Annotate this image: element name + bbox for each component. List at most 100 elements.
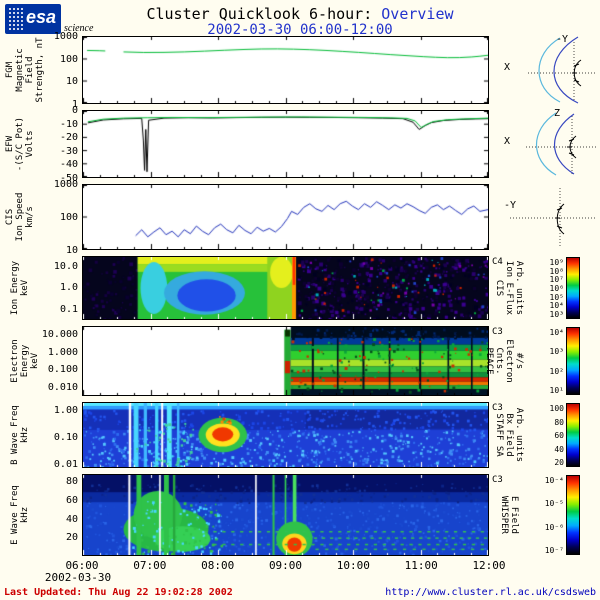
y-tick-label: 0 <box>71 105 78 116</box>
page-title: Cluster Quicklook 6-hour: Overview <box>0 5 600 23</box>
magnetopause-curve <box>553 36 579 104</box>
magnetopause-curve <box>553 113 575 175</box>
orbit-curves-3 <box>510 188 597 246</box>
colorbar-tick-label: 40 <box>554 444 564 454</box>
y-tick-label: 10 <box>65 245 78 256</box>
canvas-electron_energy <box>83 327 488 395</box>
panel-b_wave <box>82 402 489 468</box>
colorbar-tick-label: 10⁴ <box>549 301 564 311</box>
page-subtitle: 2002-03-30 06:00-12:00 <box>207 22 393 38</box>
y-tick-label: -50 <box>59 173 78 184</box>
right-label-ion_energy: Arb. units Ion E-Flux CIS <box>494 260 524 316</box>
spacecraft-label-electron_energy: C3 <box>492 327 503 337</box>
y-tick-label: 10.0 <box>53 261 78 273</box>
panel-electron_energy <box>82 326 489 396</box>
colorbar-tick-label: 10³ <box>549 310 564 319</box>
y-tick-label: -30 <box>59 145 78 157</box>
y-tick-label: 1.0 <box>59 282 78 294</box>
spacecraft-label-b_wave: C3 <box>492 403 503 413</box>
ylabel-cis_speed: CIS Ion Speed km/s <box>5 192 35 242</box>
last-updated-text: Last Updated: Thu Aug 22 19:02:28 2002 <box>4 587 233 598</box>
x-tick-label: 11:00 <box>404 559 438 572</box>
esa-logo-text: esa <box>25 7 56 27</box>
y-tick-label: 10 <box>65 76 78 88</box>
y-tick-label: 80 <box>65 476 78 488</box>
ylabel-ion_energy: Ion Energy keV <box>10 260 30 316</box>
spacecraft-orbit-arc <box>556 203 565 235</box>
orbit3-left-axis-label: -Y <box>504 200 517 211</box>
colorbar-tick-label: 80 <box>554 417 564 427</box>
colorbar-tick-label: 60 <box>554 431 564 440</box>
bow-shock-curve <box>535 112 557 176</box>
x-tick-label: 09:00 <box>268 559 303 572</box>
y-tick-label: 0.010 <box>47 381 78 393</box>
right-label-b_wave: Arb. units Bx Field STAFF SA <box>494 407 524 463</box>
orbit-plot-x-vs-z: Z X <box>502 108 598 178</box>
orbit-curves-2 <box>526 112 597 176</box>
colorbar-e_wave <box>566 475 580 555</box>
y-tick-label: 1.000 <box>47 346 78 358</box>
right-label-electron_energy: #/s Electron Cnts. PEACE <box>484 339 524 383</box>
y-tick-label: 100 <box>59 53 78 65</box>
orbit2-left-axis-label: X <box>504 136 511 147</box>
y-tick-label: 100 <box>59 212 78 223</box>
orbit-plot-x-vs-minus-y: -Y X <box>502 34 598 104</box>
y-tick-label: 0.1 <box>59 304 78 316</box>
colorbar-tick-label: 100 <box>549 404 564 413</box>
colorbar-b_wave <box>566 403 580 467</box>
title-highlight: Overview <box>381 5 454 23</box>
colorbar-tick-label: 10⁻⁵ <box>544 499 564 509</box>
colorbar-electron_energy <box>566 327 580 395</box>
y-tick-label: 1.00 <box>53 404 78 416</box>
x-tick-label: 08:00 <box>201 559 235 572</box>
colorbar-tick-label: 10⁻⁴ <box>544 476 564 485</box>
ylabel-efw: EFW -(S/C Pot) Volts <box>5 116 35 172</box>
csdsweb-link[interactable]: http://www.cluster.rl.ac.uk/csdsweb <box>385 587 596 598</box>
orbit-tick <box>556 207 563 211</box>
y-tick-label: 0.10 <box>53 431 78 443</box>
y-tick-label: 0.01 <box>53 459 78 471</box>
orbit-tick <box>556 225 563 229</box>
ylabel-fgm: FGM Magnetic Field Strength, nT <box>5 37 45 103</box>
x-tick-label: 10:00 <box>336 559 370 572</box>
right-label-e_wave: E Field WHISPER <box>499 496 519 534</box>
x-axis-date: 2002-03-30 <box>44 571 112 584</box>
y-tick-label: 40 <box>65 514 78 526</box>
y-tick-label: -10 <box>59 118 78 130</box>
orbit-tick <box>568 152 575 156</box>
esa-logo-dots <box>8 7 24 31</box>
colorbar-tick-label: 10⁻⁶ <box>544 522 564 532</box>
ylabel-b_wave: B Wave Freq kHz <box>10 405 30 465</box>
y-tick-label: 1000 <box>53 179 78 190</box>
colorbar-tick-label: 10⁷ <box>549 275 564 285</box>
panel-cis_speed <box>82 184 489 250</box>
orbit1-left-axis-label: X <box>504 62 511 73</box>
colorbar-tick-label: 10¹ <box>549 386 564 395</box>
colorbar-tick-label: 10⁴ <box>549 328 564 337</box>
panel-fgm <box>82 36 489 104</box>
spacecraft-label-ion_energy: C4 <box>492 257 503 267</box>
y-tick-label: 60 <box>65 495 78 507</box>
colorbar-tick-label: 10⁵ <box>549 292 564 302</box>
panel-e_wave <box>82 474 489 556</box>
y-tick-label: 1 <box>71 99 78 110</box>
ylabel-electron_energy: Electron Energy keV <box>10 339 40 383</box>
colorbar-ion_energy <box>566 257 580 319</box>
colorbar-tick-label: 10⁶ <box>549 284 564 293</box>
y-tick-label: 20 <box>65 532 78 544</box>
canvas-fgm <box>83 37 488 103</box>
bow-shock-curve <box>538 37 561 103</box>
panel-efw <box>82 110 489 178</box>
y-tick-label: -20 <box>59 132 78 144</box>
y-tick-label: 1000 <box>53 31 78 42</box>
colorbar-tick-label: 20 <box>554 458 564 467</box>
x-tick-label: 06:00 <box>65 559 99 572</box>
canvas-ion_energy <box>83 257 488 319</box>
colorbar-tick-label: 10⁸ <box>549 266 564 276</box>
canvas-e_wave <box>83 475 488 555</box>
y-tick-label: 10.000 <box>41 329 78 341</box>
orbit-tick <box>573 79 580 83</box>
colorbar-tick-label: 10³ <box>549 347 564 357</box>
